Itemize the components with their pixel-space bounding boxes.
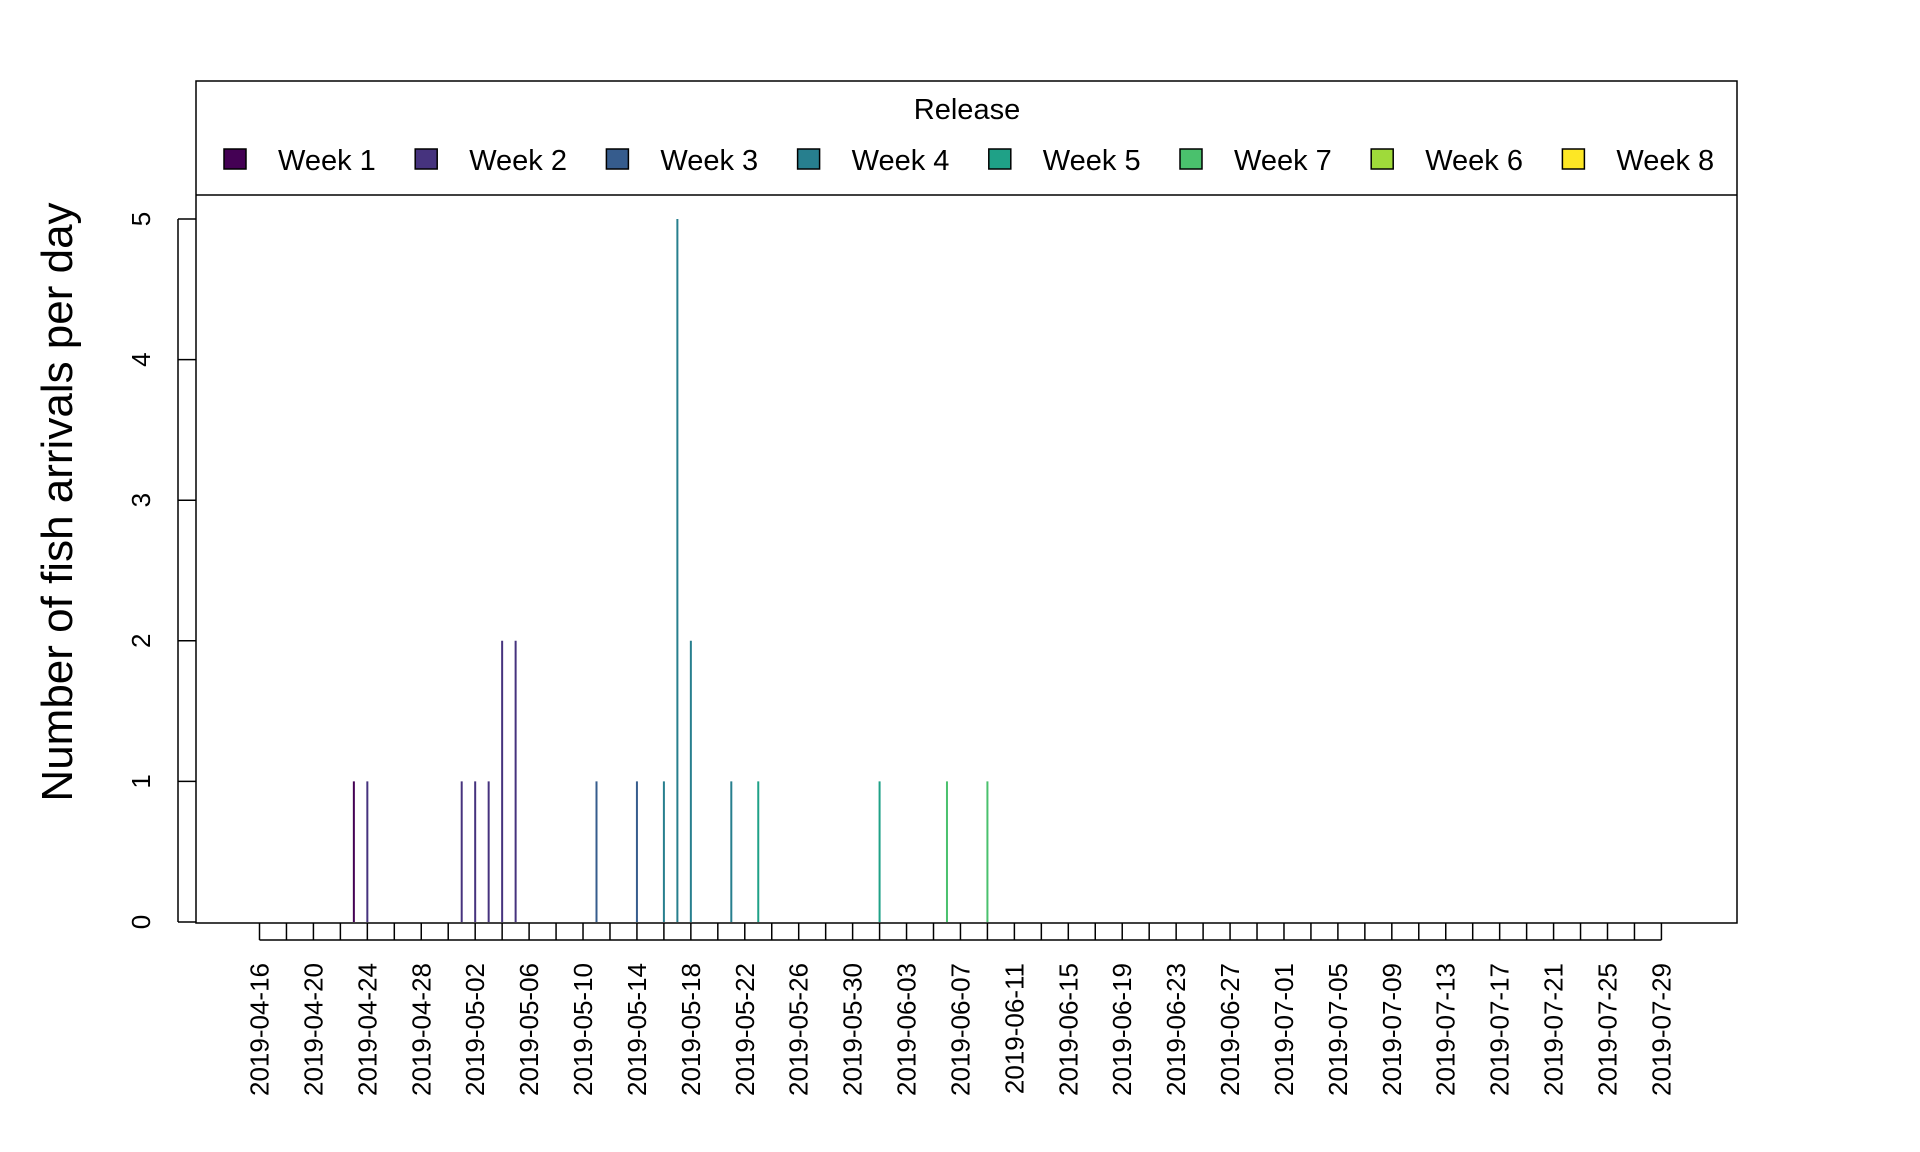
- legend-swatch: [1370, 148, 1394, 170]
- x-tick-label: 2019-07-09: [1377, 963, 1407, 1096]
- legend-label: Week 3: [660, 145, 758, 177]
- y-tick-label: 5: [126, 212, 156, 226]
- x-tick-label: 2019-05-02: [460, 963, 490, 1096]
- x-tick-label: 2019-07-05: [1323, 963, 1353, 1096]
- x-tick-label: 2019-05-26: [784, 963, 814, 1096]
- x-tick-label: 2019-07-29: [1646, 963, 1676, 1096]
- x-tick-label: 2019-06-03: [892, 963, 922, 1096]
- x-tick-label: 2019-04-16: [245, 963, 275, 1096]
- x-tick-label: 2019-05-10: [568, 963, 598, 1096]
- x-tick-label: 2019-05-14: [622, 963, 652, 1096]
- x-tick-label: 2019-06-27: [1215, 963, 1245, 1096]
- y-axis: 0 1 2 3 4 5: [126, 212, 196, 929]
- x-tick-label: 2019-04-28: [406, 963, 436, 1096]
- legend-swatch: [988, 148, 1012, 170]
- y-tick-label: 2: [126, 634, 156, 648]
- x-tick-label: 2019-06-15: [1053, 963, 1083, 1096]
- plot-frame: [195, 80, 1738, 924]
- x-tick-label: 2019-06-11: [999, 963, 1029, 1094]
- legend-swatch: [796, 148, 821, 170]
- legend-swatch: [605, 148, 630, 170]
- x-tick-label: 2019-07-01: [1269, 963, 1299, 1096]
- x-tick-label: 2019-07-17: [1485, 963, 1515, 1096]
- legend-label: Week 5: [1043, 145, 1141, 177]
- legend-swatch: [1179, 148, 1203, 170]
- x-tick-label: 2019-07-21: [1539, 963, 1569, 1096]
- x-tick-label: 2019-06-19: [1107, 963, 1137, 1096]
- x-tick-label: 2019-04-20: [298, 963, 328, 1096]
- legend-label: Week 1: [278, 145, 376, 177]
- x-tick-label: 2019-05-22: [730, 963, 760, 1096]
- legend-label: Week 2: [469, 145, 567, 177]
- legend-swatch: [414, 148, 438, 170]
- x-tick-label: 2019-05-30: [838, 963, 868, 1096]
- legend-label: Week 7: [1234, 145, 1332, 177]
- x-tick-label: 2019-07-13: [1431, 963, 1461, 1096]
- legend-title: Release: [914, 94, 1020, 126]
- y-tick-label: 1: [126, 774, 156, 788]
- x-tick-label: 2019-04-24: [352, 963, 382, 1096]
- y-tick-label: 0: [126, 915, 156, 929]
- legend-swatch: [1561, 148, 1586, 170]
- x-tick-label: 2019-05-18: [676, 963, 706, 1096]
- legend-label: Week 6: [1425, 145, 1523, 177]
- x-tick-label: 2019-06-07: [945, 963, 975, 1096]
- legend-swatch: [223, 148, 247, 170]
- x-axis: 2019-04-16 2019-04-20 2019-04-24 2019-04-28…: [245, 923, 1676, 1096]
- y-tick-label: 4: [126, 352, 156, 366]
- y-tick-label: 3: [126, 493, 156, 507]
- x-tick-label: 2019-06-23: [1161, 963, 1191, 1096]
- x-tick-label: 2019-05-06: [514, 963, 544, 1096]
- bars: [352, 219, 989, 922]
- legend-label: Week 8: [1616, 145, 1714, 177]
- legend: Week 1 Week 2 Week 3 Week 4 Week 5 Week 7 Week…: [223, 145, 1714, 177]
- x-tick-label: 2019-07-25: [1593, 963, 1623, 1096]
- legend-label: Week 4: [852, 145, 950, 177]
- y-axis-label: Number of fish arrivals per day: [33, 202, 82, 801]
